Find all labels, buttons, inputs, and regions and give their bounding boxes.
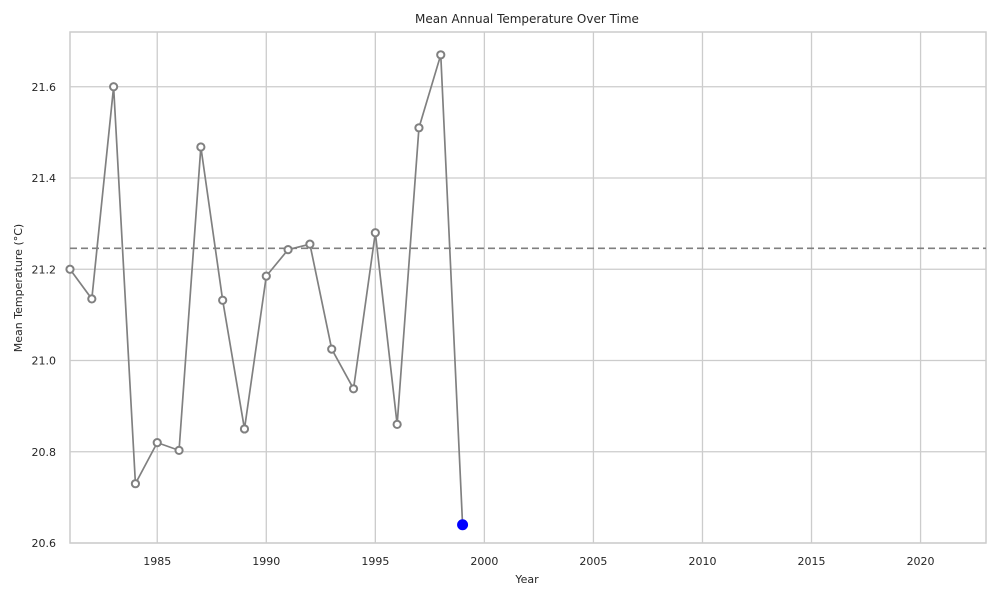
data-point — [392, 419, 402, 429]
data-point — [130, 479, 141, 489]
x-tick-label: 1985 — [143, 555, 171, 568]
data-point — [152, 438, 162, 448]
y-tick-label: 21.0 — [32, 355, 57, 368]
data-point — [261, 271, 271, 281]
x-tick-label: 2000 — [470, 555, 498, 568]
y-axis-ticks: 20.6 20.8 21.0 21.2 21.4 21.6 — [32, 81, 57, 550]
data-point — [370, 228, 380, 238]
x-axis-ticks: 1985 1990 1995 2000 2005 2010 2015 2020 — [143, 555, 934, 568]
data-points — [65, 50, 469, 531]
highlight-point — [457, 519, 469, 531]
x-axis-label: Year — [514, 573, 539, 586]
y-tick-label: 21.4 — [32, 172, 57, 185]
x-tick-label: 1995 — [361, 555, 389, 568]
data-point — [414, 123, 424, 133]
x-tick-label: 2010 — [688, 555, 716, 568]
y-tick-label: 20.8 — [32, 446, 57, 459]
data-point — [87, 294, 97, 304]
data-point — [327, 344, 337, 354]
x-tick-label: 2020 — [907, 555, 935, 568]
y-tick-label: 21.6 — [32, 81, 57, 94]
x-tick-label: 2005 — [579, 555, 607, 568]
grid — [70, 32, 986, 544]
data-point — [283, 245, 293, 255]
data-point — [239, 424, 250, 434]
y-tick-label: 21.2 — [32, 263, 57, 276]
data-point — [174, 445, 184, 455]
x-tick-label: 2015 — [798, 555, 826, 568]
y-axis-label: Mean Temperature (°C) — [12, 224, 25, 352]
data-point — [305, 239, 315, 249]
data-point — [348, 384, 359, 394]
data-point — [436, 50, 446, 60]
plot-frame — [69, 31, 987, 544]
data-point — [218, 295, 228, 305]
y-tick-label: 20.6 — [32, 537, 57, 550]
data-point — [196, 142, 206, 152]
data-point — [65, 264, 75, 274]
x-tick-label: 1990 — [252, 555, 280, 568]
chart-title: Mean Annual Temperature Over Time — [415, 12, 639, 26]
data-point — [109, 82, 119, 92]
